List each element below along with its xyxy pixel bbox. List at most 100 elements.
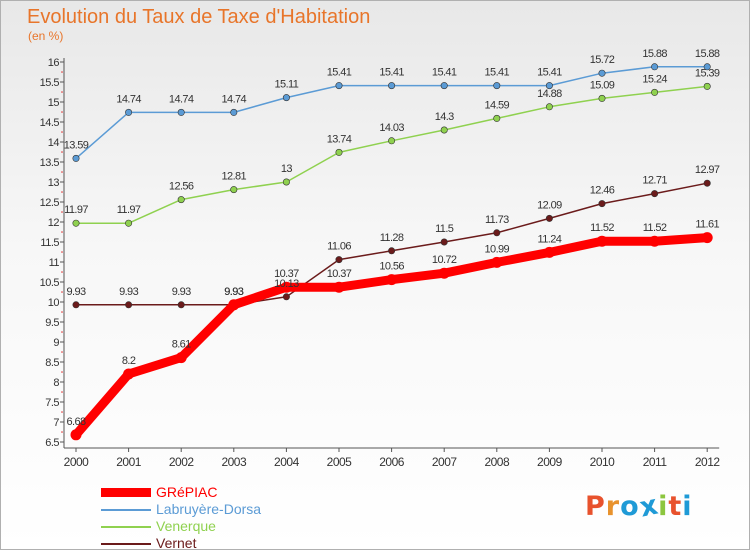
proxiti-logo: Proxiti bbox=[585, 489, 693, 523]
unit-label: (en %) bbox=[28, 29, 64, 43]
data-label: 11.28 bbox=[380, 232, 404, 244]
data-point bbox=[438, 267, 450, 279]
x-tick-label: 2006 bbox=[379, 455, 405, 469]
x-tick-label: 2002 bbox=[169, 455, 195, 469]
data-label: 11.52 bbox=[590, 222, 614, 234]
series-venerque bbox=[72, 82, 711, 227]
data-label: 14.03 bbox=[379, 122, 404, 134]
y-tick-label: 7 bbox=[53, 417, 59, 429]
data-label: 8.2 bbox=[122, 355, 136, 367]
y-tick-label: 15 bbox=[48, 97, 60, 109]
data-label: 11.52 bbox=[643, 222, 667, 234]
y-tick-label: 8.5 bbox=[45, 357, 59, 369]
data-label: 15.24 bbox=[642, 73, 667, 85]
y-minor-tick bbox=[61, 331, 63, 333]
y-minor-tick bbox=[61, 351, 63, 353]
logo-letter: P bbox=[585, 491, 606, 522]
y-tick-label: 9.5 bbox=[45, 317, 59, 329]
data-point bbox=[651, 190, 659, 198]
y-minor-tick bbox=[61, 71, 63, 73]
data-point bbox=[649, 235, 661, 247]
data-label: 10.13 bbox=[274, 278, 299, 290]
legend-label: Labruyère-Dorsa bbox=[156, 501, 262, 517]
legend-swatch bbox=[101, 535, 151, 549]
data-point bbox=[282, 178, 290, 186]
data-label: 15.39 bbox=[695, 67, 720, 79]
x-tick-label: 2003 bbox=[221, 455, 247, 469]
data-label: 11.73 bbox=[485, 214, 509, 226]
series-line bbox=[75, 85, 708, 224]
data-point bbox=[335, 256, 343, 264]
data-label: 10.37 bbox=[274, 268, 299, 280]
y-minor-tick bbox=[61, 171, 63, 173]
data-label: 14.59 bbox=[485, 99, 510, 111]
series-labruy-re-dorsa bbox=[72, 63, 711, 162]
y-tick-label: 14.5 bbox=[40, 117, 60, 129]
y-minor-tick bbox=[61, 431, 63, 433]
data-point bbox=[230, 186, 238, 194]
data-label: 9.93 bbox=[119, 286, 138, 298]
data-point bbox=[177, 196, 185, 204]
x-tick-label: 2009 bbox=[537, 455, 563, 469]
y-tick-label: 7.5 bbox=[45, 397, 59, 409]
y-minor-tick bbox=[61, 131, 63, 133]
data-point bbox=[493, 114, 501, 122]
data-point bbox=[123, 368, 135, 380]
y-tick-label: 6.5 bbox=[45, 437, 59, 449]
data-point bbox=[703, 179, 711, 187]
data-point bbox=[280, 281, 292, 293]
data-label: 10.56 bbox=[379, 261, 404, 273]
y-tick-label: 13.5 bbox=[40, 157, 60, 169]
data-label: 12.97 bbox=[695, 164, 720, 176]
data-label: 9.93 bbox=[172, 286, 191, 298]
data-point bbox=[493, 229, 501, 237]
data-label: 14.3 bbox=[435, 111, 454, 123]
data-label: 15.41 bbox=[327, 67, 352, 79]
data-label: 10.99 bbox=[485, 243, 510, 255]
legend-swatch bbox=[101, 484, 151, 501]
data-point bbox=[125, 219, 133, 227]
y-tick-label: 10.5 bbox=[40, 277, 60, 289]
data-label: 12.71 bbox=[642, 175, 667, 187]
y-tick-label: 14 bbox=[48, 137, 60, 149]
logo-letter: i bbox=[682, 491, 693, 522]
y-minor-tick bbox=[61, 391, 63, 393]
legend-label: GRéPIAC bbox=[156, 484, 218, 500]
data-label: 15.09 bbox=[590, 79, 615, 91]
data-point bbox=[598, 69, 606, 77]
y-tick-label: 16 bbox=[48, 57, 60, 69]
legend-label: Vernet bbox=[156, 535, 197, 550]
y-tick-label: 15.5 bbox=[40, 77, 60, 89]
y-tick-label: 8 bbox=[53, 377, 59, 389]
data-label: 10.72 bbox=[432, 254, 457, 266]
data-point bbox=[703, 82, 711, 90]
data-label: 9.93 bbox=[224, 286, 243, 298]
data-point bbox=[701, 232, 713, 244]
y-tick-label: 12.5 bbox=[40, 197, 60, 209]
y-minor-tick bbox=[61, 231, 63, 233]
data-point bbox=[545, 82, 553, 90]
x-tick-label: 2012 bbox=[695, 455, 721, 469]
data-label: 11.97 bbox=[64, 204, 88, 216]
data-label: 15.41 bbox=[379, 67, 404, 79]
data-point bbox=[651, 88, 659, 96]
y-minor-tick bbox=[61, 371, 63, 373]
data-point bbox=[333, 281, 345, 293]
data-label: 11.5 bbox=[435, 223, 454, 235]
data-label: 12.56 bbox=[169, 181, 194, 193]
data-point bbox=[70, 429, 82, 441]
data-label: 12.09 bbox=[537, 199, 562, 211]
x-tick-label: 2000 bbox=[64, 455, 90, 469]
data-point bbox=[440, 82, 448, 90]
y-minor-tick bbox=[61, 111, 63, 113]
data-point bbox=[72, 301, 80, 309]
data-point bbox=[703, 63, 711, 71]
data-point bbox=[177, 301, 185, 309]
data-point bbox=[598, 200, 606, 208]
data-point bbox=[388, 247, 396, 255]
y-minor-tick bbox=[61, 311, 63, 313]
data-point bbox=[491, 256, 503, 268]
data-point bbox=[386, 274, 398, 286]
